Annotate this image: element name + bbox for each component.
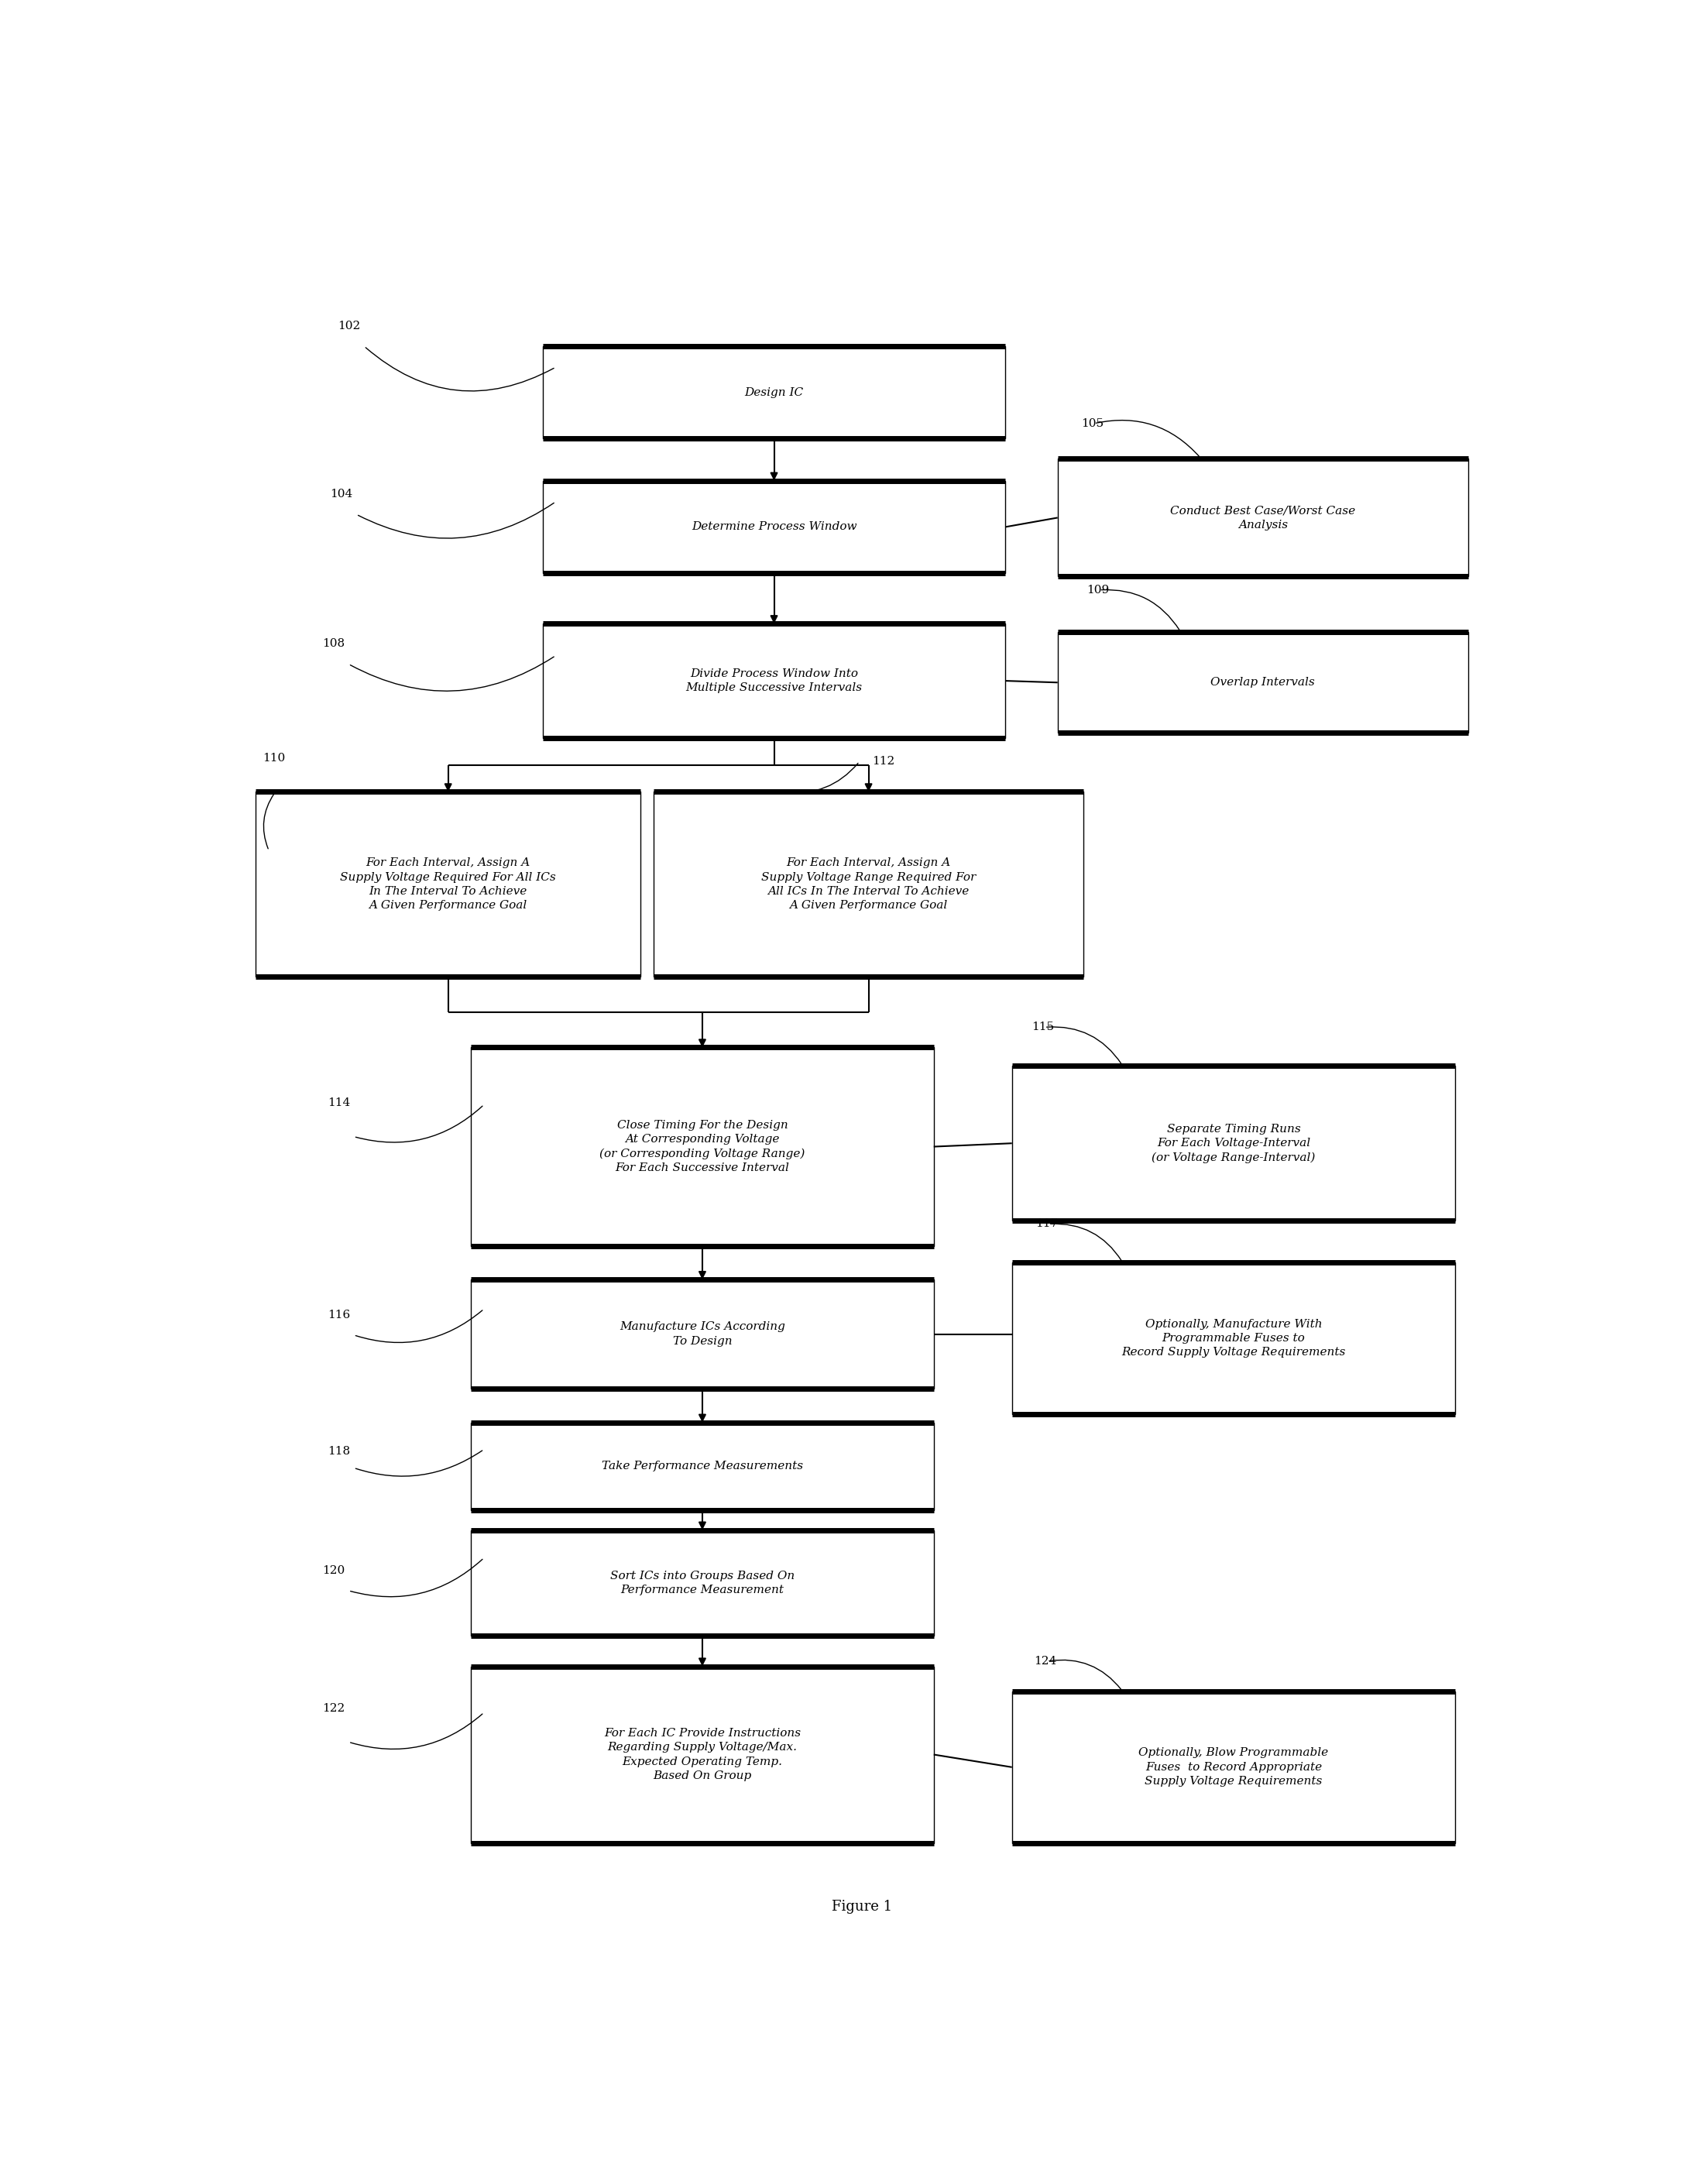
Text: For Each IC Provide Instructions
Regarding Supply Voltage/Max.
Expected Operatin: For Each IC Provide Instructions Regardi… [604, 1728, 801, 1782]
Text: Close Timing For the Design
At Corresponding Voltage
(or Corresponding Voltage R: Close Timing For the Design At Correspon… [599, 1120, 806, 1173]
Text: 122: 122 [323, 1704, 345, 1714]
Bar [653, 793, 1083, 976]
Text: 112: 112 [873, 756, 895, 767]
Text: 108: 108 [323, 638, 345, 649]
Bar [1013, 1066, 1455, 1221]
Text: 117: 117 [1036, 1219, 1058, 1230]
Bar [543, 480, 1006, 572]
Text: Figure 1: Figure 1 [833, 1900, 891, 1913]
Text: Take Performance Measurements: Take Performance Measurements [602, 1461, 802, 1472]
Text: Separate Timing Runs
For Each Voltage-Interval
(or Voltage Range-Interval): Separate Timing Runs For Each Voltage-In… [1152, 1123, 1315, 1164]
Text: For Each Interval, Assign A
Supply Voltage Required For All ICs
In The Interval : For Each Interval, Assign A Supply Volta… [340, 858, 557, 911]
Bar [1013, 1690, 1455, 1843]
Text: Determine Process Window: Determine Process Window [691, 522, 856, 533]
Text: Design IC: Design IC [745, 387, 804, 397]
Text: 124: 124 [1034, 1655, 1056, 1666]
Text: Optionally, Manufacture With
Programmable Fuses to
Record Supply Voltage Require: Optionally, Manufacture With Programmabl… [1122, 1319, 1346, 1358]
Bar [471, 1531, 934, 1636]
Text: 116: 116 [328, 1310, 350, 1321]
Bar [471, 1048, 934, 1245]
Bar [471, 1422, 934, 1509]
Text: 105: 105 [1082, 417, 1103, 428]
Text: 118: 118 [328, 1446, 350, 1457]
Bar [1058, 631, 1468, 734]
Bar [471, 1666, 934, 1843]
Text: 115: 115 [1031, 1022, 1055, 1033]
Text: Overlap Intervals: Overlap Intervals [1211, 677, 1315, 688]
Text: Divide Process Window Into
Multiple Successive Intervals: Divide Process Window Into Multiple Succ… [686, 668, 863, 692]
Text: 110: 110 [262, 753, 284, 764]
Bar [543, 625, 1006, 738]
Text: Manufacture ICs According
To Design: Manufacture ICs According To Design [619, 1321, 785, 1348]
Text: Optionally, Blow Programmable
Fuses  to Record Appropriate
Supply Voltage Requir: Optionally, Blow Programmable Fuses to R… [1139, 1747, 1329, 1787]
Text: 104: 104 [330, 489, 353, 500]
Text: Sort ICs into Groups Based On
Performance Measurement: Sort ICs into Groups Based On Performanc… [611, 1570, 794, 1597]
Bar [256, 793, 641, 976]
Text: 120: 120 [323, 1566, 345, 1577]
Text: 109: 109 [1087, 585, 1108, 596]
Text: 114: 114 [328, 1099, 350, 1107]
Bar [543, 345, 1006, 439]
Text: 102: 102 [338, 321, 360, 332]
Bar [471, 1280, 934, 1389]
Bar [1058, 459, 1468, 577]
Text: For Each Interval, Assign A
Supply Voltage Range Required For
All ICs In The Int: For Each Interval, Assign A Supply Volta… [762, 858, 976, 911]
Text: Conduct Best Case/Worst Case
Analysis: Conduct Best Case/Worst Case Analysis [1171, 505, 1356, 531]
Bar [1013, 1262, 1455, 1413]
